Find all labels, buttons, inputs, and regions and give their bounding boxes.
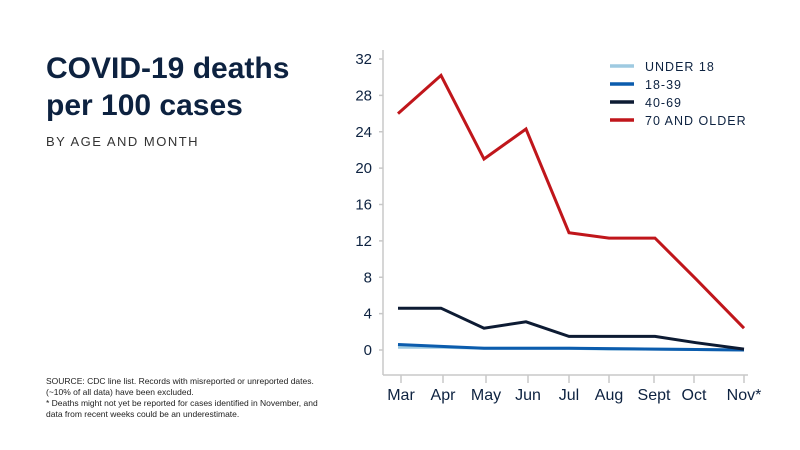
x-tick-label: Sept — [638, 387, 671, 404]
y-tick-label: 32 — [355, 51, 372, 68]
y-tick-label: 0 — [364, 342, 372, 359]
note-line: SOURCE: CDC line list. Records with misr… — [46, 376, 314, 386]
y-tick-label: 12 — [355, 233, 372, 250]
y-tick-label: 16 — [355, 197, 372, 214]
x-tick-label: May — [471, 387, 501, 404]
legend-label: UNDER 18 — [645, 60, 715, 74]
note-line: (~10% of all data) have been excluded. — [46, 387, 194, 397]
x-tick-label: Nov* — [727, 387, 762, 404]
chart-title: COVID-19 deaths per 100 cases — [46, 52, 290, 122]
series-line-40-69 — [398, 306, 745, 351]
x-tick-label: Jun — [515, 387, 541, 404]
x-tick-label: Mar — [387, 387, 415, 404]
x-tick-label: Oct — [682, 387, 707, 404]
y-tick-label: 28 — [355, 87, 372, 104]
y-tick-label: 8 — [364, 269, 372, 286]
legend-label: 18-39 — [645, 78, 682, 92]
legend-label: 40-69 — [645, 96, 682, 110]
x-tick-label: Aug — [595, 387, 623, 404]
note-line: data from recent weeks could be an under… — [46, 409, 240, 419]
x-tick-label: Jul — [559, 387, 579, 404]
legend-label: 70 AND OLDER — [645, 114, 747, 128]
source-note: SOURCE: CDC line list. Records with misr… — [46, 376, 346, 420]
y-tick-label: 24 — [355, 124, 372, 141]
y-tick-label: 4 — [364, 306, 372, 323]
y-tick-label: 20 — [355, 160, 372, 177]
series-line-18-39 — [397, 343, 745, 352]
series-line-70-and-older — [397, 72, 746, 330]
note-line: * Deaths might not yet be reported for c… — [46, 398, 318, 408]
chart-subtitle: BY AGE AND MONTH — [46, 134, 200, 149]
x-tick-label: Apr — [431, 387, 457, 404]
